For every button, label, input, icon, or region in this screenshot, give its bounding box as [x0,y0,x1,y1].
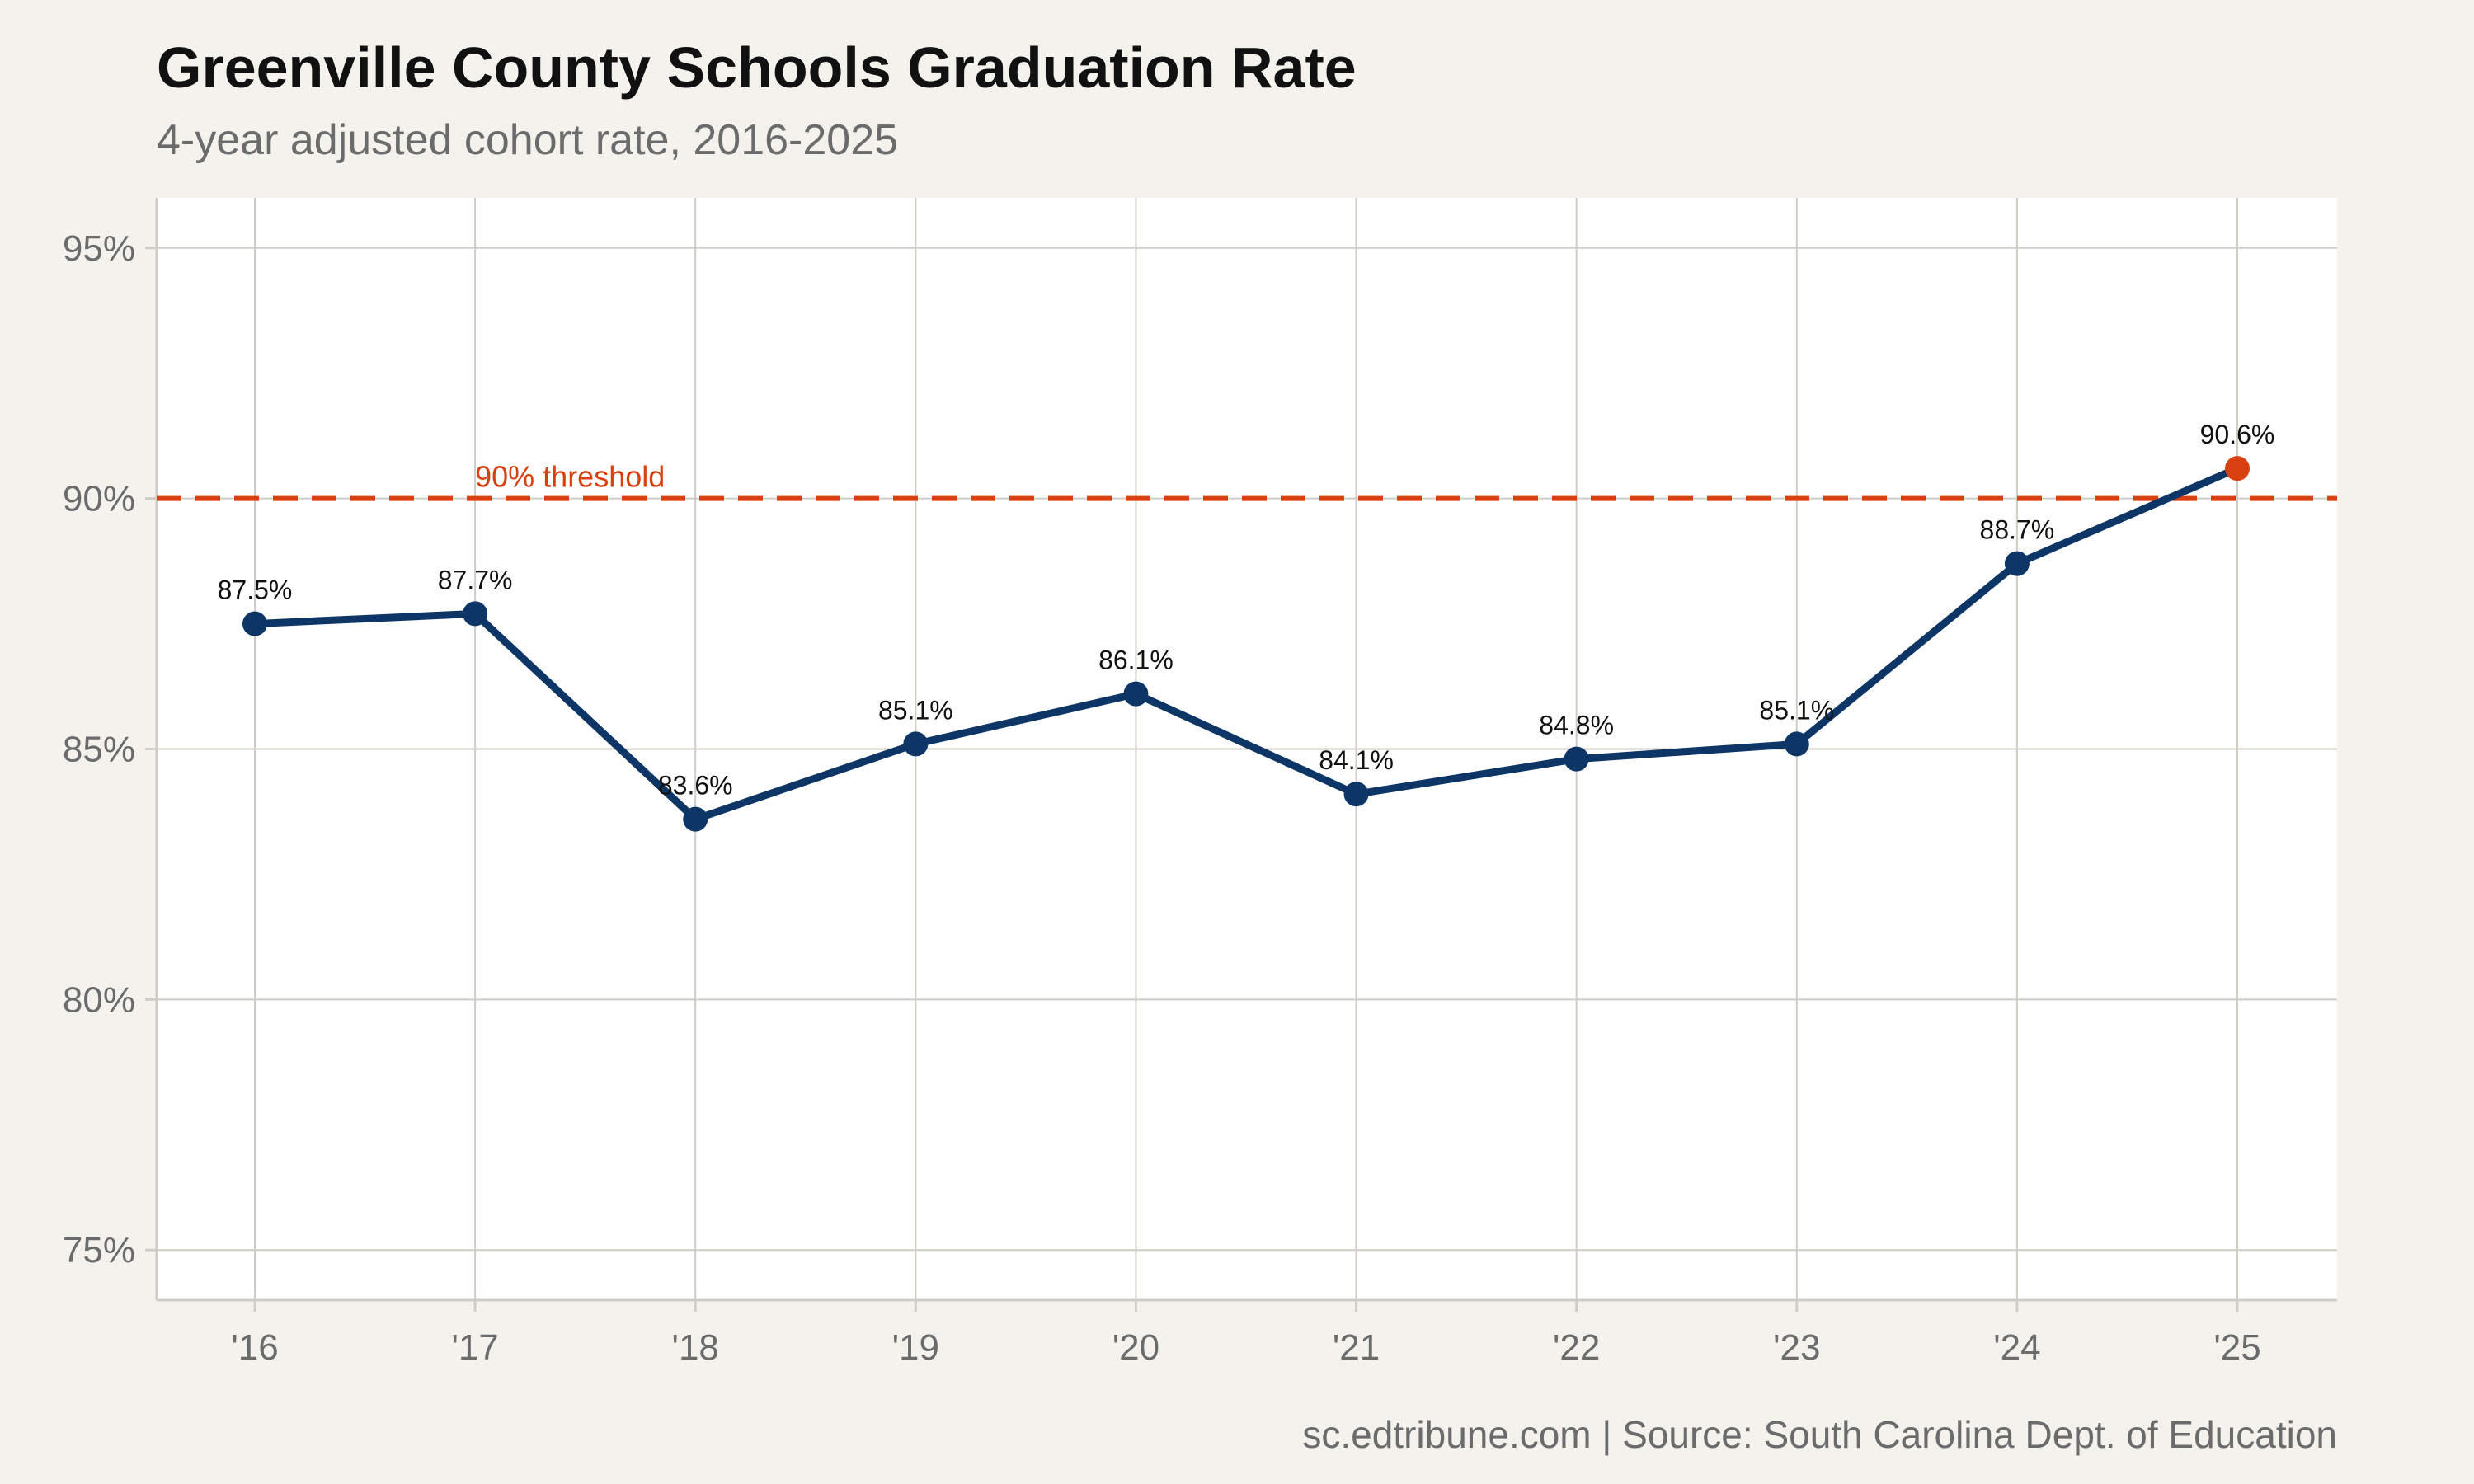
data-label: 90.6% [2200,420,2275,449]
threshold-label: 90% threshold [475,460,665,494]
x-tick-label: '24 [1993,1327,2040,1368]
data-label: 85.1% [878,695,953,725]
chart-title: Greenville County Schools Graduation Rat… [157,35,1357,100]
x-tick-label: '22 [1553,1327,1600,1368]
y-tick-label: 80% [63,979,135,1020]
data-label: 84.1% [1319,745,1394,775]
y-tick-label: 95% [63,228,135,269]
data-label: 87.7% [438,565,513,594]
y-tick-label: 90% [63,479,135,519]
y-tick-label: 75% [63,1230,135,1270]
y-axis-ticks: 75% 80% 85% 90% 95% [63,228,157,1270]
data-label: 87.5% [218,575,293,605]
data-points [242,456,2250,832]
data-label: 83.6% [658,771,733,801]
data-point [903,731,929,757]
data-point [1343,782,1369,807]
threshold-group: 90% threshold [157,460,2337,501]
data-point [1784,731,1809,757]
series-line [251,464,2241,824]
data-point [683,806,708,832]
y-tick-label: 85% [63,730,135,770]
x-tick-label: '23 [1773,1327,1820,1368]
series-line-group [251,464,2241,824]
x-tick-label: '16 [231,1327,278,1368]
data-point [1564,746,1589,772]
data-point [242,611,267,636]
data-label: 84.8% [1539,711,1614,740]
x-axis-ticks: '16 '17 '18 '19 '20 '21 '22 '23 '24 '25 [231,1300,2261,1368]
x-tick-label: '18 [672,1327,719,1368]
data-point [1123,681,1149,707]
data-point [463,601,488,627]
data-labels: 87.5% 87.7% 83.6% 85.1% 86.1% 84.1% 84.8% 85.1%… [218,420,2275,800]
x-tick-label: '17 [451,1327,498,1368]
chart-subtitle: 4-year adjusted cohort rate, 2016-2025 [157,116,899,164]
data-point-highlight [2225,456,2250,481]
data-label: 85.1% [1759,695,1834,725]
x-tick-label: '20 [1112,1327,1159,1368]
source-caption: sc.edtribune.com | Source: South Carolin… [1302,1413,2337,1456]
data-label: 88.7% [1980,515,2055,545]
x-tick-label: '25 [2213,1327,2260,1368]
data-point [2004,551,2030,576]
x-tick-label: '19 [892,1327,939,1368]
data-label: 86.1% [1098,646,1174,675]
x-tick-label: '21 [1333,1327,1380,1368]
